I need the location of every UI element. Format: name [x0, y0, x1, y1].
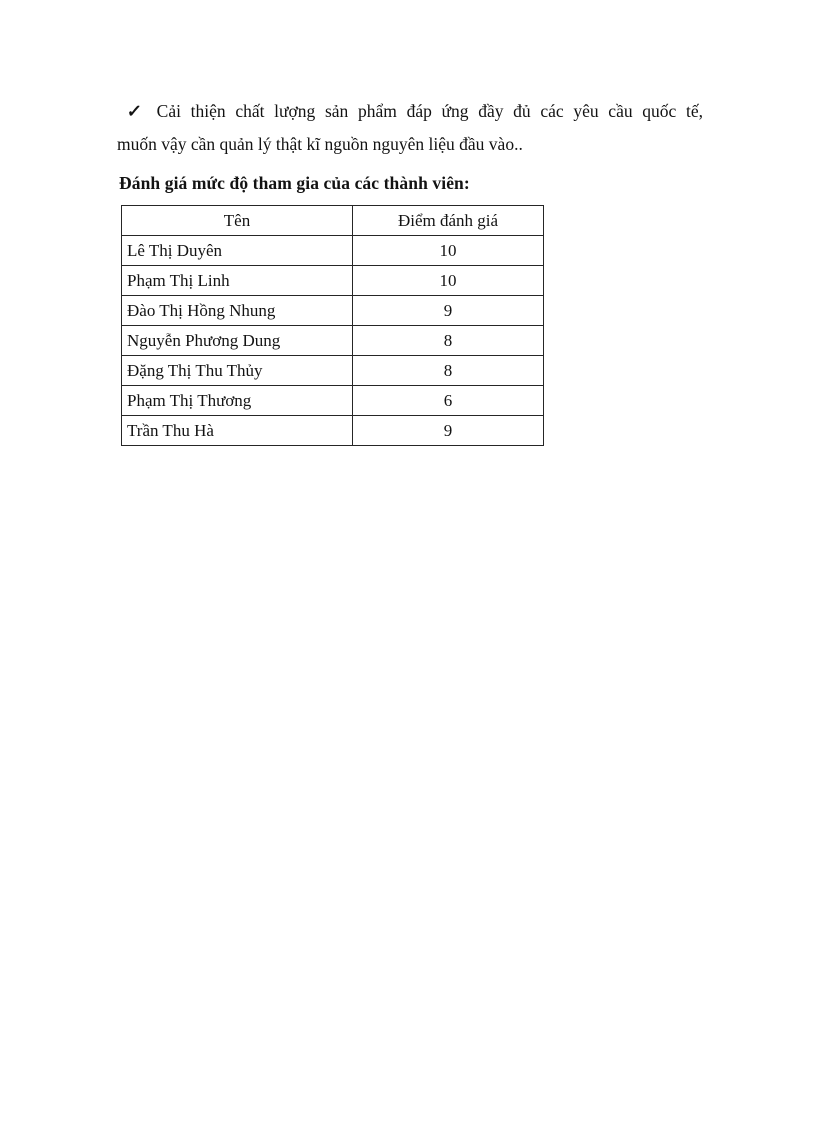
- intro-line-1-text: Cải thiện chất lượng sản phẩm đáp ứng đầ…: [156, 101, 703, 121]
- member-name: Đào Thị Hồng Nhung: [121, 295, 353, 326]
- member-score: 8: [352, 325, 544, 356]
- checkmark-icon: ✓: [126, 101, 143, 121]
- table-row: Lê Thị Duyên 10: [121, 235, 544, 266]
- member-score: 6: [352, 385, 544, 416]
- member-score: 10: [352, 235, 544, 266]
- section-heading: Đánh giá mức độ tham gia của các thành v…: [119, 173, 470, 193]
- table-row: Đặng Thị Thu Thủy 8: [121, 355, 544, 386]
- column-header-name: Tên: [121, 205, 353, 236]
- member-name: Phạm Thị Thương: [121, 385, 353, 416]
- member-name: Trần Thu Hà: [121, 415, 353, 446]
- member-name: Đặng Thị Thu Thủy: [121, 355, 353, 386]
- table-row: Nguyễn Phương Dung 8: [121, 325, 544, 356]
- member-name: Lê Thị Duyên: [121, 235, 353, 266]
- members-score-table: Tên Điểm đánh giá Lê Thị Duyên 10 Phạm T…: [121, 205, 544, 446]
- table-row: Đào Thị Hồng Nhung 9: [121, 295, 544, 326]
- table-row: Phạm Thị Linh 10: [121, 265, 544, 296]
- member-name: Phạm Thị Linh: [121, 265, 353, 296]
- table-header-row: Tên Điểm đánh giá: [121, 205, 544, 236]
- intro-line-1: ✓ Cải thiện chất lượng sản phẩm đáp ứng đ…: [117, 95, 703, 128]
- column-header-score: Điểm đánh giá: [352, 205, 544, 236]
- member-score: 9: [352, 415, 544, 446]
- member-name: Nguyễn Phương Dung: [121, 325, 353, 356]
- member-score: 8: [352, 355, 544, 386]
- table-row: Trần Thu Hà 9: [121, 415, 544, 446]
- table-row: Phạm Thị Thương 6: [121, 385, 544, 416]
- intro-paragraph: ✓ Cải thiện chất lượng sản phẩm đáp ứng đ…: [117, 95, 703, 161]
- member-score: 9: [352, 295, 544, 326]
- intro-line-2: muốn vậy cần quản lý thật kĩ nguồn nguyê…: [117, 134, 523, 154]
- member-score: 10: [352, 265, 544, 296]
